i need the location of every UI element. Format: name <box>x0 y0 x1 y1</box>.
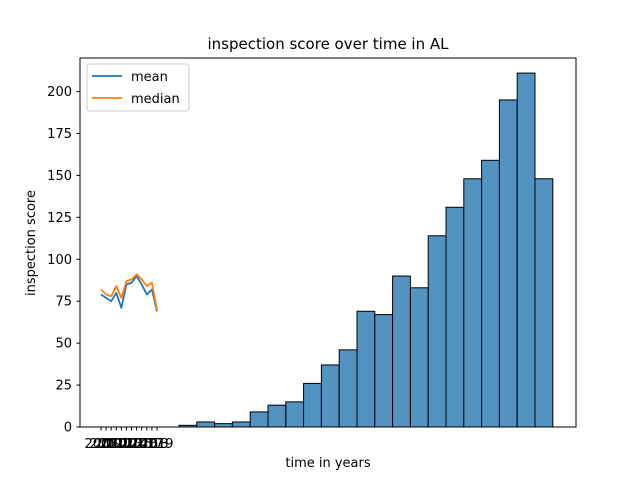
series-lines <box>100 273 158 312</box>
histogram-bars <box>178 72 554 428</box>
x-tick-label: 2018 <box>135 437 168 452</box>
x-tick-label: 2014 <box>115 437 148 452</box>
histogram-bar <box>231 421 251 428</box>
x-axis: 2008200920102011201220132014201520162017… <box>84 427 174 452</box>
histogram-bar <box>356 310 376 428</box>
histogram-bar <box>374 314 394 428</box>
histogram-bar <box>392 275 411 428</box>
histogram-bar <box>498 99 518 428</box>
legend-median-label: median <box>131 92 180 107</box>
histogram-bar <box>534 178 554 428</box>
x-tick-label: 2009 <box>90 437 123 452</box>
y-tick-label: 200 <box>47 85 72 100</box>
series-line-mean <box>100 275 158 312</box>
x-axis-title: time in years <box>285 456 370 471</box>
y-tick-label: 25 <box>55 379 72 394</box>
histogram-bar <box>249 411 269 428</box>
y-tick-label: 0 <box>64 421 72 436</box>
x-tick-label: 2015 <box>120 437 153 452</box>
y-tick-label: 125 <box>47 211 72 226</box>
histogram-bar <box>338 349 358 428</box>
series-line-median <box>100 273 158 310</box>
chart-title: inspection score over time in AL <box>208 35 450 53</box>
y-tick-label: 175 <box>47 127 72 142</box>
x-tick-label: 2012 <box>105 437 138 452</box>
y-axis: 0 25 50 75 100 125 150 175 200 <box>47 85 80 436</box>
x-tick-label: 2017 <box>130 437 163 452</box>
histogram-bar <box>303 382 322 428</box>
y-axis-title: inspection score <box>24 190 39 296</box>
y-tick-label: 50 <box>55 337 72 352</box>
histogram-bar <box>196 421 216 428</box>
x-tick-label: 2013 <box>110 437 143 452</box>
y-tick-label: 150 <box>47 169 72 184</box>
y-tick-label: 75 <box>55 295 72 310</box>
x-tick-label: 2008 <box>84 437 117 452</box>
histogram-bar <box>320 364 340 428</box>
histogram-bar <box>409 287 429 428</box>
histogram-bar <box>445 206 465 428</box>
x-tick-label: 2019 <box>140 437 173 452</box>
histogram-bar <box>285 401 305 428</box>
histogram-bar <box>427 235 447 428</box>
x-tick-label: 2016 <box>125 437 158 452</box>
histogram-bar <box>481 159 500 428</box>
y-tick-label: 100 <box>47 253 72 268</box>
histogram-bar <box>178 424 198 428</box>
x-tick-label: 2011 <box>100 437 133 452</box>
x-tick-label: 2010 <box>95 437 128 452</box>
histogram-bar <box>214 423 233 428</box>
legend: mean median <box>86 63 190 112</box>
legend-mean-label: mean <box>131 70 168 85</box>
histogram-bar <box>267 404 287 428</box>
histogram-bar <box>516 72 536 428</box>
histogram-bar <box>463 178 483 428</box>
